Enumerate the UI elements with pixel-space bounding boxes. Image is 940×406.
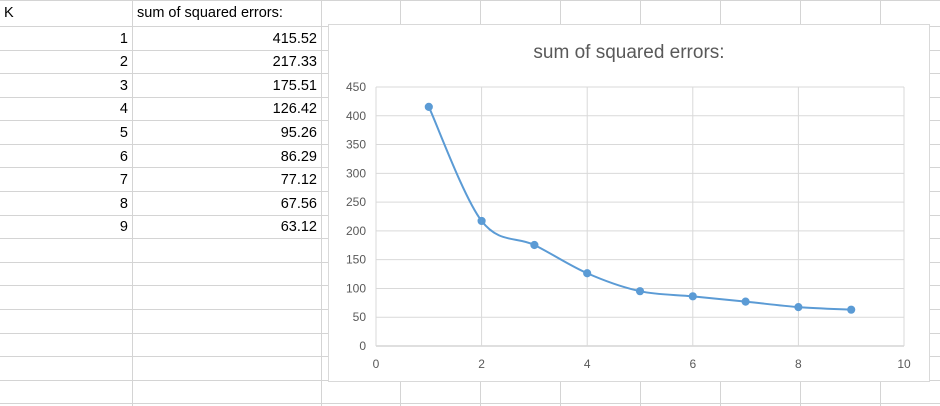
y-tick-label: 0 (359, 339, 366, 353)
x-tick-label: 10 (897, 357, 911, 371)
cell-sse-value[interactable]: 95.26 (280, 125, 317, 141)
data-point-marker (741, 297, 750, 306)
cell-k-value[interactable]: 9 (119, 219, 128, 235)
y-tick-label: 400 (346, 109, 366, 123)
y-tick-label: 350 (346, 138, 366, 152)
cell-sse-value[interactable]: 126.42 (272, 101, 317, 117)
cell-k-value[interactable]: 6 (119, 149, 128, 165)
data-point-marker (635, 287, 645, 296)
cell-a1-header-k[interactable]: K (4, 5, 14, 21)
x-tick-label: 0 (373, 357, 380, 371)
y-tick-label: 200 (346, 224, 366, 238)
column-gridline (321, 0, 322, 406)
cell-k-value[interactable]: 3 (119, 78, 128, 94)
cell-k-value[interactable]: 2 (119, 54, 128, 70)
cell-sse-value[interactable]: 77.12 (280, 172, 317, 188)
column-gridline (132, 0, 133, 406)
y-tick-label: 250 (346, 195, 366, 209)
chart-title[interactable]: sum of squared errors: (533, 42, 724, 63)
data-point-marker (477, 216, 486, 226)
x-tick-label: 8 (795, 357, 802, 371)
x-tick-label: 2 (478, 357, 485, 371)
chart-canvas: sum of squared errors: 05010015020025030… (346, 42, 911, 371)
series-line (427, 105, 853, 311)
cell-sse-value[interactable]: 86.29 (280, 149, 317, 165)
data-point-marker (688, 292, 697, 301)
cell-k-value[interactable]: 1 (119, 31, 128, 47)
cell-sse-value[interactable]: 175.51 (272, 78, 317, 94)
data-point-marker (847, 305, 856, 314)
y-tick-label: 450 (346, 80, 366, 94)
cell-sse-value[interactable]: 63.12 (280, 219, 317, 235)
cell-k-value[interactable]: 7 (119, 172, 128, 188)
data-point-marker (583, 269, 592, 278)
x-tick-label: 4 (584, 357, 591, 371)
data-point-marker (530, 240, 539, 250)
y-tick-label: 50 (353, 310, 367, 324)
row-gridline (0, 403, 940, 404)
y-tick-label: 100 (346, 281, 366, 295)
cell-b1-header-sse[interactable]: sum of squared errors: (137, 5, 283, 21)
chart-object[interactable]: sum of squared errors: 0 50 100 150 200 250 30… (328, 24, 930, 382)
row-gridline (0, 0, 940, 1)
cell-sse-value[interactable]: 67.56 (280, 196, 317, 212)
y-tick-label: 300 (346, 166, 366, 180)
y-tick-label: 150 (346, 253, 366, 267)
cell-k-value[interactable]: 8 (119, 196, 128, 212)
data-point-marker (424, 102, 433, 111)
x-tick-label: 6 (689, 357, 696, 371)
cell-k-value[interactable]: 5 (119, 125, 128, 141)
data-point-marker (794, 303, 803, 312)
cell-sse-value[interactable]: 415.52 (272, 31, 317, 47)
cell-k-value[interactable]: 4 (119, 101, 128, 117)
cell-sse-value[interactable]: 217.33 (272, 54, 317, 70)
